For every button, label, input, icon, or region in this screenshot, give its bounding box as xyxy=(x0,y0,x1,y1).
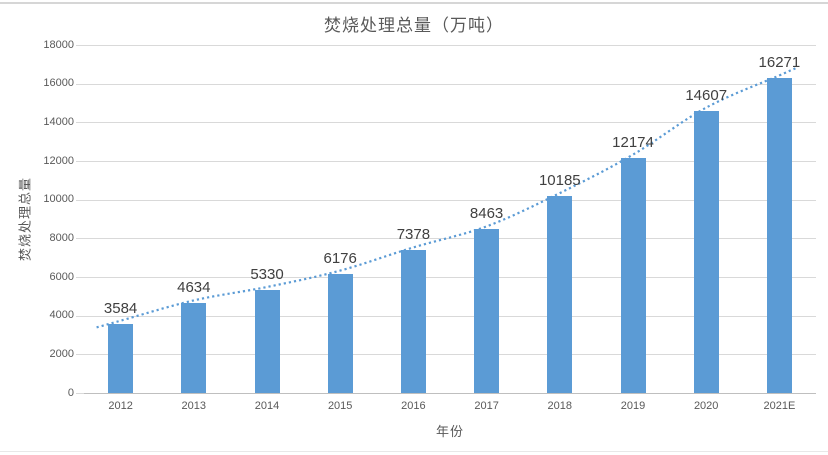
bar xyxy=(254,289,280,393)
gridline xyxy=(84,354,816,356)
x-tick-label: 2017 xyxy=(474,400,499,412)
chart-top-border xyxy=(0,2,828,4)
x-axis-title: 年份 xyxy=(435,424,464,439)
y-tick-mark xyxy=(76,122,84,124)
x-tick-label: 2016 xyxy=(401,400,426,412)
x-tick-label: 2014 xyxy=(254,400,280,412)
bar-value-label: 10185 xyxy=(538,172,581,190)
x-tick-label: 2012 xyxy=(108,400,133,412)
y-tick-mark xyxy=(76,83,84,85)
x-tick-label: 2021E xyxy=(763,400,796,412)
y-tick-label: 10000 xyxy=(43,193,74,206)
bar-value-label: 4634 xyxy=(177,279,211,297)
bar-value-label: 7378 xyxy=(396,226,431,244)
x-tick-label: 2013 xyxy=(181,400,207,412)
bar xyxy=(766,78,792,393)
x-tick-label: 2018 xyxy=(547,400,573,412)
y-axis-title: 焚烧处理总量 xyxy=(17,176,33,262)
y-tick-label: 2000 xyxy=(49,347,74,360)
bar xyxy=(108,323,134,393)
y-tick-mark xyxy=(76,161,84,162)
x-tick-label: 2020 xyxy=(693,400,719,412)
bar xyxy=(474,229,500,393)
y-tick-mark xyxy=(76,238,84,240)
chart-title: 焚烧处理总量（万吨） xyxy=(324,16,504,35)
bar xyxy=(547,196,573,393)
bar-value-label: 12174 xyxy=(612,133,654,151)
x-tick-label: 2015 xyxy=(327,400,353,412)
bar-value-label: 3584 xyxy=(103,299,138,317)
y-tick-mark xyxy=(76,315,84,317)
gridline xyxy=(84,83,816,85)
y-tick-mark xyxy=(76,199,84,201)
y-tick-mark xyxy=(76,277,84,278)
y-tick-label: 8000 xyxy=(49,231,74,244)
y-tick-mark xyxy=(76,393,84,394)
bar-value-label: 16271 xyxy=(758,54,801,72)
x-axis-line xyxy=(84,393,816,394)
y-tick-label: 4000 xyxy=(49,309,74,322)
bar-value-label: 5330 xyxy=(250,265,284,283)
bar-value-label: 14607 xyxy=(685,86,728,104)
y-tick-mark xyxy=(76,354,84,356)
bar xyxy=(620,157,646,393)
y-tick-label: 14000 xyxy=(43,115,74,128)
y-tick-label: 16000 xyxy=(43,77,74,90)
bar xyxy=(181,303,207,393)
y-tick-label: 18000 xyxy=(43,38,74,51)
bar xyxy=(327,273,353,393)
chart-bottom-border xyxy=(0,451,828,452)
x-tick-label: 2019 xyxy=(620,400,646,412)
bar xyxy=(400,250,426,393)
y-tick-mark xyxy=(76,45,84,46)
bar xyxy=(693,110,719,393)
y-tick-label: 12000 xyxy=(43,154,74,167)
gridline xyxy=(84,45,816,46)
bar-value-label: 6176 xyxy=(323,249,357,267)
y-tick-label: 6000 xyxy=(49,270,74,283)
y-tick-label: 0 xyxy=(67,386,74,399)
bar-value-label: 8463 xyxy=(469,205,504,223)
